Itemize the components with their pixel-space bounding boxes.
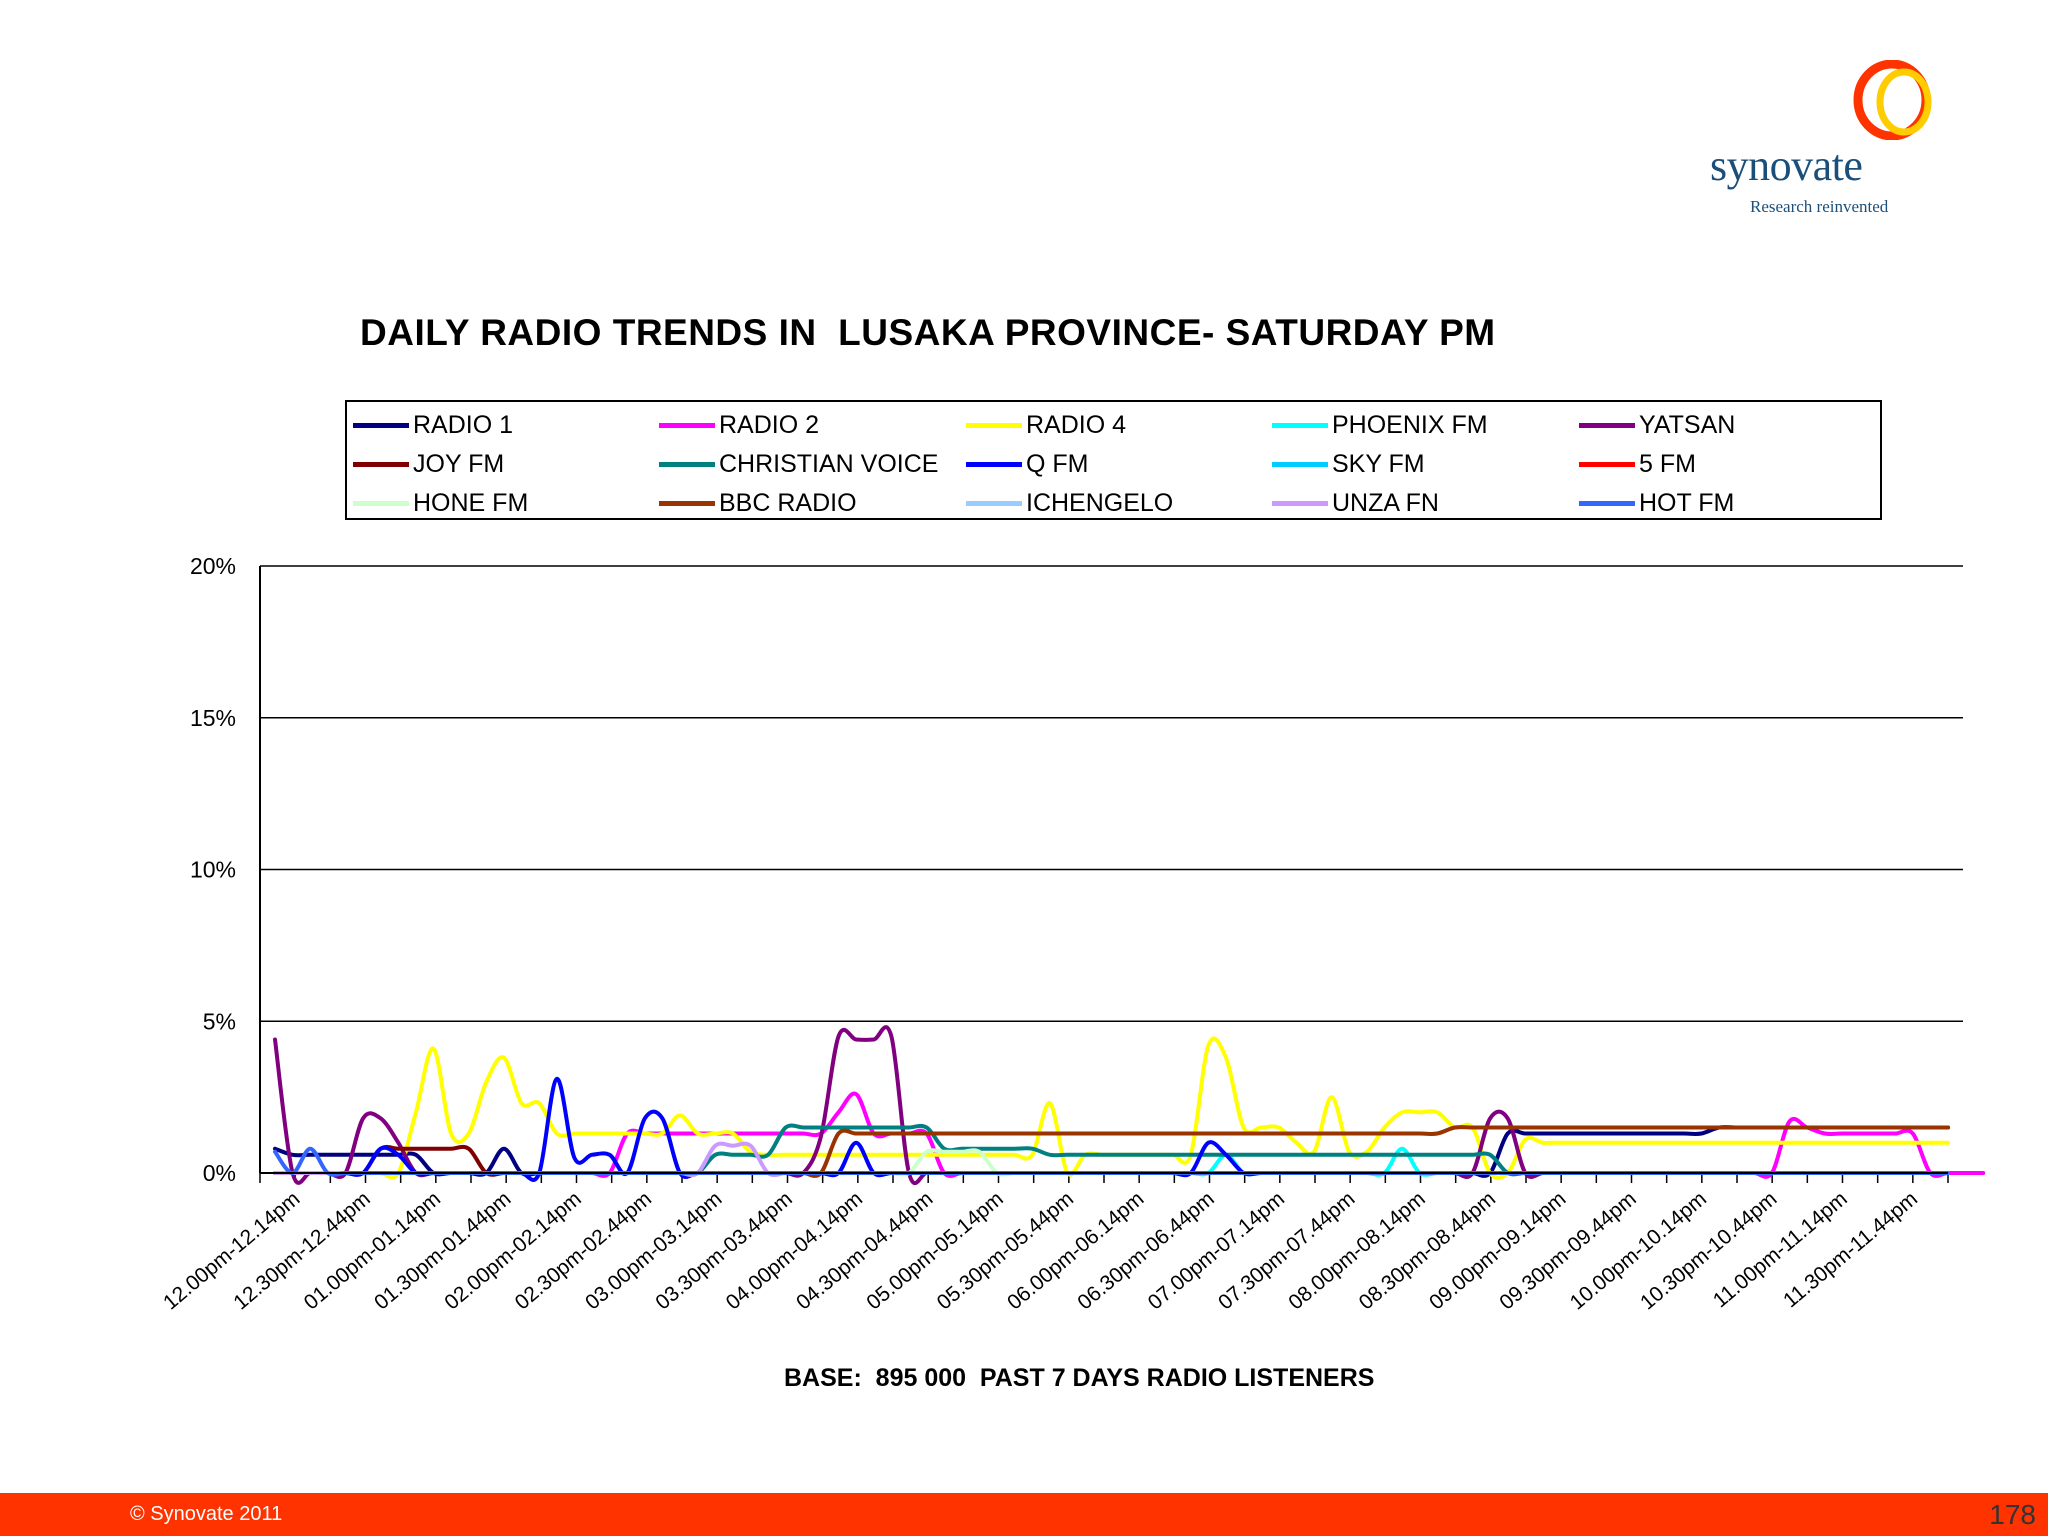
y-tick-label: 10% xyxy=(190,857,236,883)
legend-label: YATSAN xyxy=(1639,410,1736,439)
legend-item: 5 FM xyxy=(1579,447,1696,481)
legend-swatch xyxy=(353,500,409,506)
legend-label: 5 FM xyxy=(1639,449,1696,478)
legend-swatch xyxy=(966,461,1022,467)
legend-label: PHOENIX FM xyxy=(1332,410,1488,439)
footer-bar: © Synovate 2011 178 xyxy=(0,1493,2048,1536)
legend-item: HOT FM xyxy=(1579,486,1734,520)
legend-label: HOT FM xyxy=(1639,488,1735,517)
legend-label: BBC RADIO xyxy=(719,488,857,517)
legend-label: UNZA FN xyxy=(1332,488,1439,517)
series-line xyxy=(273,1144,1950,1177)
legend-swatch xyxy=(1579,500,1635,506)
legend-label: Q FM xyxy=(1026,449,1089,478)
legend-swatch xyxy=(1579,461,1635,467)
legend-label: ICHENGELO xyxy=(1026,488,1174,517)
chart-plot: 0%5%10%15%20%12.00pm-12.14pm12.30pm-12.4… xyxy=(159,553,1986,1314)
legend-item: JOY FM xyxy=(353,447,504,481)
legend-label: RADIO 2 xyxy=(719,410,820,439)
legend-item: UNZA FN xyxy=(1272,486,1439,520)
legend-item: RADIO 2 xyxy=(659,408,819,442)
legend-item: BBC RADIO xyxy=(659,486,857,520)
legend-swatch xyxy=(966,500,1022,506)
legend-swatch xyxy=(1579,422,1635,428)
series-line xyxy=(273,1146,1950,1177)
legend-swatch xyxy=(659,422,715,428)
legend-label: RADIO 4 xyxy=(1026,410,1127,439)
legend-label: CHRISTIAN VOICE xyxy=(719,449,939,478)
chart-title: DAILY RADIO TRENDS IN LUSAKA PROVINCE- S… xyxy=(360,312,1496,353)
legend-swatch xyxy=(1272,422,1328,428)
legend-item: PHOENIX FM xyxy=(1272,408,1488,442)
legend-item: YATSAN xyxy=(1579,408,1735,442)
x-tick-label: 11.30pm-11.44pm xyxy=(1779,1187,1922,1312)
series-line xyxy=(273,1146,1950,1177)
logo-tagline: Research reinvented xyxy=(1750,197,1889,216)
legend-item: HONE FM xyxy=(353,486,528,520)
legend-swatch xyxy=(353,461,409,467)
legend-swatch xyxy=(659,500,715,506)
y-tick-label: 0% xyxy=(203,1160,236,1186)
y-tick-label: 20% xyxy=(190,553,236,579)
legend-label: JOY FM xyxy=(413,449,505,478)
legend-item: SKY FM xyxy=(1272,447,1425,481)
y-tick-label: 15% xyxy=(190,705,236,731)
legend-swatch xyxy=(1272,500,1328,506)
legend-item: CHRISTIAN VOICE xyxy=(659,447,938,481)
legend-swatch xyxy=(353,422,409,428)
page-number: 178 xyxy=(1989,1499,2036,1530)
legend-label: SKY FM xyxy=(1332,449,1425,478)
legend-item: RADIO 1 xyxy=(353,408,513,442)
legend-label: HONE FM xyxy=(413,488,529,517)
x-axis-label: BASE: 895 000 PAST 7 DAYS RADIO LISTENER… xyxy=(784,1364,1375,1392)
legend-item: ICHENGELO xyxy=(966,486,1173,520)
logo-ring-icon xyxy=(1853,60,1932,140)
y-tick-label: 5% xyxy=(203,1008,236,1034)
copyright-text: © Synovate 2011 xyxy=(130,1503,283,1525)
logo-wordmark: synovate xyxy=(1710,141,1863,190)
series-line xyxy=(273,1141,1950,1178)
chart-legend: RADIO 1 RADIO 2 RADIO 4 PHOENIX FM YATSAN JOY… xyxy=(345,400,1882,520)
legend-swatch xyxy=(1272,461,1328,467)
series-line xyxy=(273,1036,1950,1180)
legend-label: RADIO 1 xyxy=(413,410,514,439)
legend-swatch xyxy=(966,422,1022,428)
legend-item: RADIO 4 xyxy=(966,408,1126,442)
legend-swatch xyxy=(659,461,715,467)
synovate-logo: synovate Research reinvented xyxy=(1700,60,1960,230)
legend-item: Q FM xyxy=(966,447,1089,481)
